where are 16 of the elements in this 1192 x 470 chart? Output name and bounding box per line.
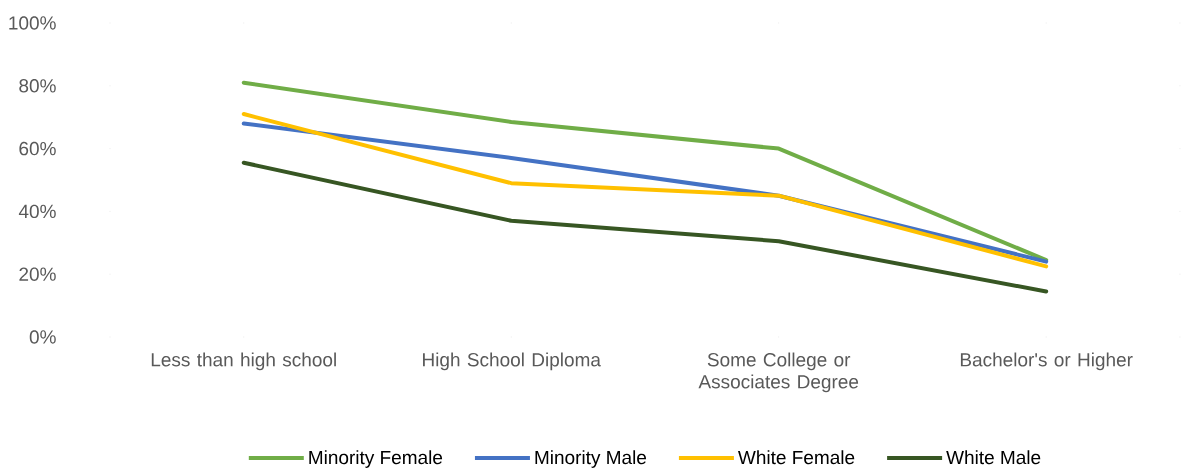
line-series bbox=[241, 80, 1049, 263]
x-tick-label: High School Diploma bbox=[423, 352, 601, 371]
y-tick-label: 0% bbox=[29, 330, 56, 344]
x-tick-label: Less than high school bbox=[151, 352, 336, 371]
legend-label: White Female bbox=[737, 450, 855, 465]
x-tick-label: Some College or Associates Degree bbox=[698, 352, 859, 393]
legend-label: Minority Male bbox=[535, 450, 647, 468]
legend-label: Minority Female bbox=[309, 450, 443, 468]
y-tick-label: 40% bbox=[18, 204, 56, 219]
y-tick-label: 60% bbox=[19, 141, 56, 156]
x-tick-label: Bachelor's or Higher bbox=[960, 352, 1133, 371]
y-tick-label: 20% bbox=[19, 267, 56, 281]
legend-label: White Male bbox=[946, 450, 1041, 465]
line-series bbox=[241, 160, 1049, 294]
y-tick-label: 100% bbox=[9, 16, 56, 30]
y-tick-label: 80% bbox=[19, 79, 56, 93]
